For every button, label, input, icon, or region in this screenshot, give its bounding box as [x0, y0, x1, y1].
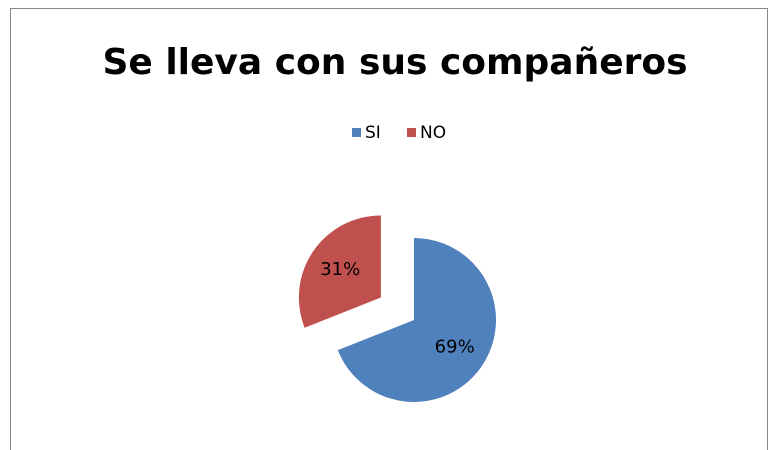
legend-label: SI [365, 123, 381, 143]
legend-label: NO [420, 123, 446, 143]
legend-swatch [352, 128, 361, 137]
pie-slice [337, 238, 496, 402]
legend-swatch [407, 128, 416, 137]
pie-slice [298, 215, 381, 328]
data-label: 69% [435, 337, 475, 358]
data-label: 31% [320, 259, 360, 280]
chart-title: Se lleva con sus compañeros [102, 42, 687, 83]
